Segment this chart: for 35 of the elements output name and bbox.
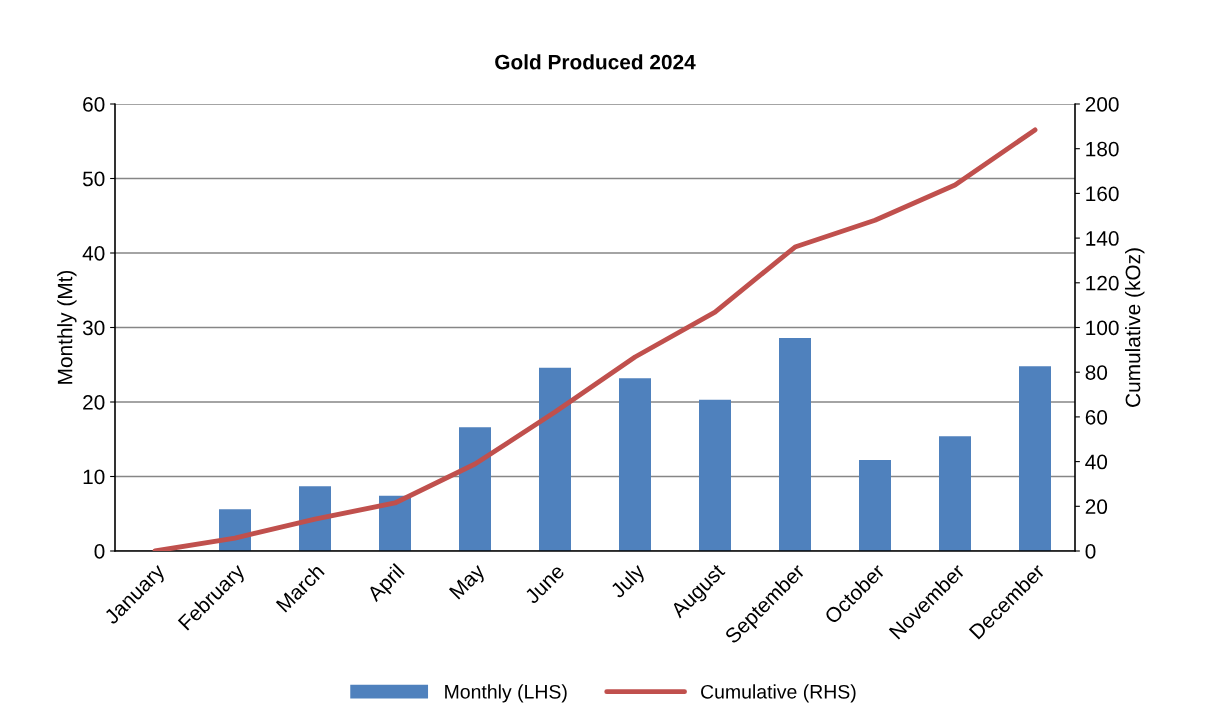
bar — [939, 436, 971, 551]
y2-tick-label: 120 — [1086, 275, 1119, 291]
y2-tick-label: 20 — [1085, 499, 1108, 515]
y2-tick-label: 160 — [1086, 186, 1119, 202]
y2-tick-label: 180 — [1086, 141, 1119, 157]
bar — [779, 337, 811, 551]
bar — [859, 460, 891, 551]
y2-tick-label: 80 — [1085, 365, 1108, 380]
y-tick-label: 30 — [82, 320, 105, 336]
y-tick-label: 40 — [82, 246, 105, 261]
x-tick-label: July — [609, 562, 649, 602]
y2-tick-label: 200 — [1085, 97, 1119, 112]
y-axis-title: Monthly (Mt) — [57, 270, 77, 384]
y-tick-label: 50 — [82, 171, 105, 187]
chart-title: Gold Produced 2024 — [495, 54, 696, 70]
y-tick-label: 60 — [83, 97, 105, 112]
bar — [459, 427, 491, 551]
y2-tick-label: 0 — [1085, 544, 1096, 559]
bar — [619, 378, 651, 551]
bar — [539, 367, 571, 551]
line-series — [152, 127, 1038, 551]
y2-tick-label: 60 — [1085, 409, 1108, 425]
legend-label: Monthly (LHS) — [445, 684, 567, 703]
y-tick-label: 20 — [83, 395, 105, 410]
y-tick-label: 0 — [94, 544, 105, 559]
y2-axis-title: Cumulative (kOz) — [1125, 248, 1145, 407]
y2-tick-label: 40 — [1085, 454, 1108, 470]
bar — [1019, 366, 1051, 551]
bar — [699, 399, 731, 551]
y-tick-label: 10 — [83, 469, 105, 485]
bar — [299, 486, 331, 551]
x-tick-label: May — [448, 562, 489, 603]
legend-label: Cumulative (RHS) — [701, 684, 856, 703]
y2-tick-label: 100 — [1086, 320, 1119, 336]
y2-tick-label: 140 — [1086, 231, 1119, 246]
